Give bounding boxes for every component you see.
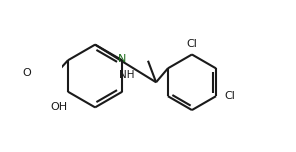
Text: O: O [22, 68, 31, 78]
Text: NH: NH [119, 70, 134, 79]
Text: N: N [118, 54, 126, 64]
Text: OH: OH [50, 102, 67, 112]
Text: Cl: Cl [186, 39, 197, 49]
Text: Cl: Cl [224, 91, 235, 101]
